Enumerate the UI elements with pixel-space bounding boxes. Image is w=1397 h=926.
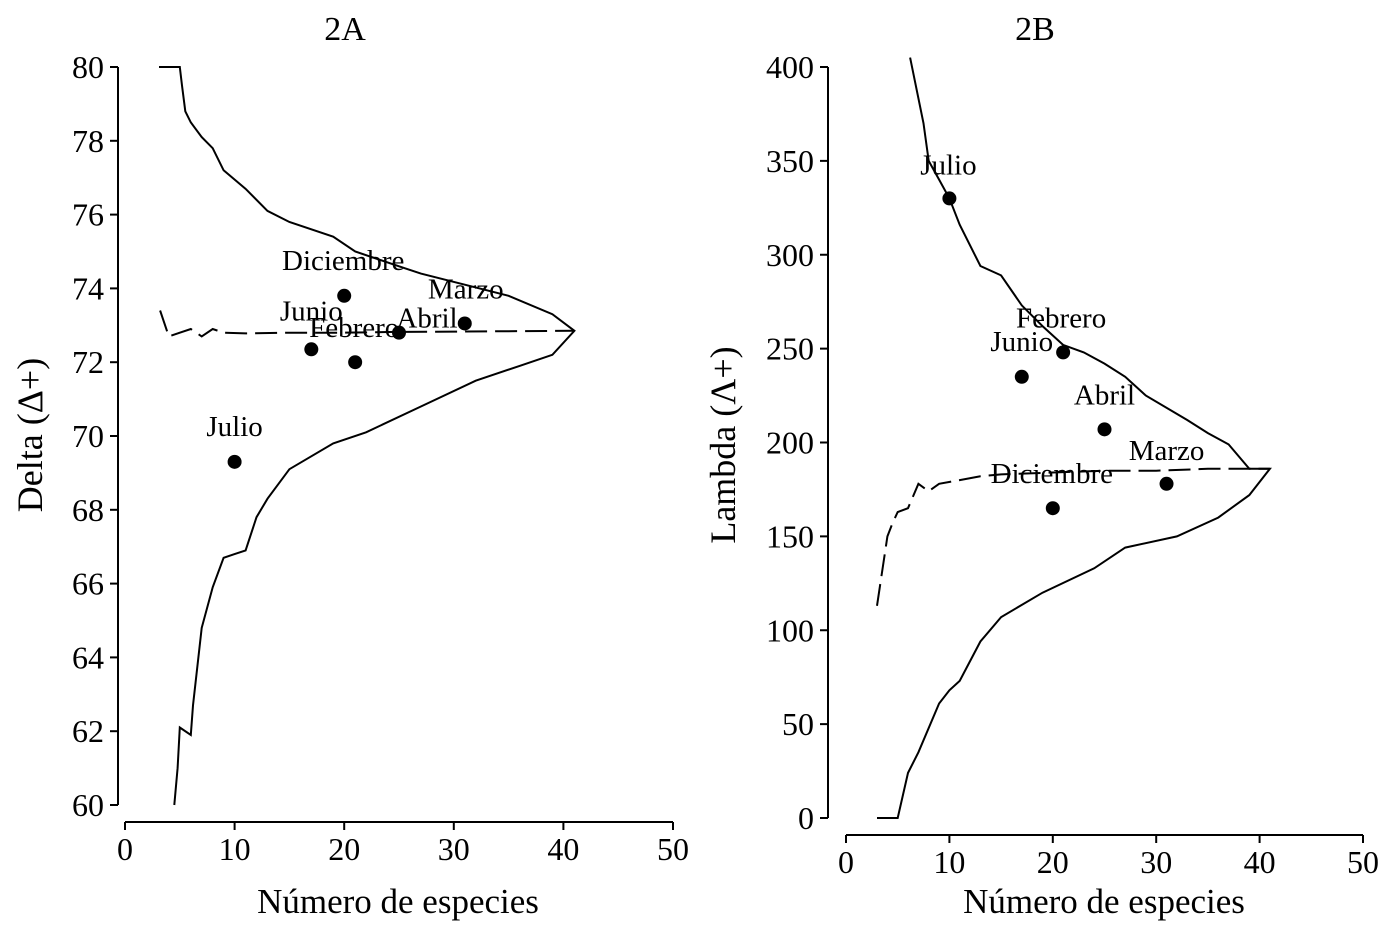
panel-title: 2B	[1015, 11, 1055, 48]
x-tick-label: 0	[838, 844, 854, 880]
y-tick-label: 50	[782, 706, 814, 742]
data-label-diciembre: Diciembre	[991, 458, 1113, 490]
mean-dashed-line	[876, 467, 1270, 606]
x-tick-label: 20	[328, 831, 360, 867]
y-axis-label: Lambda (Λ+)	[703, 346, 743, 543]
data-point-junio	[1014, 369, 1029, 384]
data-label-marzo: Marzo	[1129, 435, 1205, 467]
x-axis-label: Número de especies	[963, 882, 1245, 921]
data-point-julio	[227, 454, 242, 469]
y-tick-label: 62	[72, 713, 104, 749]
x-tick-label: 50	[657, 831, 689, 867]
x-tick-label: 30	[1140, 844, 1172, 880]
y-tick-label: 78	[72, 123, 104, 159]
y-tick-label: 60	[72, 787, 104, 823]
data-point-marzo	[1159, 476, 1174, 491]
data-label-diciembre: Diciembre	[282, 245, 404, 277]
x-tick-label: 20	[1037, 844, 1069, 880]
y-tick-label: 64	[72, 639, 104, 675]
data-label-julio: Julio	[920, 149, 976, 181]
x-tick-label: 40	[1244, 844, 1276, 880]
x-tick-label: 10	[219, 831, 251, 867]
y-axis-label: Delta (Δ+)	[10, 358, 50, 512]
x-tick-label: 30	[438, 831, 470, 867]
y-tick-label: 150	[766, 518, 814, 554]
data-point-abril	[1097, 422, 1112, 437]
y-tick-label: 68	[72, 492, 104, 528]
x-axis-label: Número de especies	[257, 882, 539, 921]
y-tick-label: 72	[72, 344, 104, 380]
data-point-abril	[392, 325, 406, 340]
y-tick-label: 74	[72, 270, 104, 306]
data-point-junio	[304, 342, 319, 357]
panel-2b: 2B Lambda (Λ+) Número de especies 050100…	[703, 11, 1379, 921]
data-label-abril: Abril	[1074, 379, 1135, 411]
data-label-abril: Abril	[396, 303, 457, 335]
probability-funnel-line	[159, 66, 576, 806]
data-point-febrero	[1056, 345, 1071, 360]
data-label-febrero: Febrero	[309, 312, 399, 344]
x-tick-label: 0	[117, 831, 133, 867]
y-tick-label: 300	[766, 237, 814, 273]
y-tick-label: 66	[72, 566, 104, 602]
y-tick-label: 80	[72, 49, 104, 85]
x-tick-label: 40	[547, 831, 579, 867]
x-tick-label: 10	[933, 844, 965, 880]
y-tick-label: 250	[766, 331, 814, 367]
y-tick-label: 400	[766, 49, 814, 85]
data-point-julio	[942, 191, 957, 206]
data-label-marzo: Marzo	[428, 273, 504, 305]
panel-2a: 2A Delta (Δ+) Número de especies 60 62 64 6…	[10, 11, 689, 921]
y-tick-label: 76	[72, 197, 104, 233]
y-tick-label: 350	[766, 143, 814, 179]
y-tick-label: 200	[766, 425, 814, 461]
y-tick-label: 0	[798, 800, 814, 836]
y-tick-label: 70	[72, 418, 104, 454]
data-label-junio: Junio	[280, 295, 343, 327]
data-label-febrero: Febrero	[1016, 302, 1106, 334]
data-point-diciembre	[337, 288, 352, 303]
data-label-julio: Julio	[206, 411, 262, 443]
probability-funnel-line	[877, 57, 1272, 819]
y-tick-label: 100	[766, 612, 814, 648]
data-point-diciembre	[1045, 501, 1060, 516]
panel-title: 2A	[324, 11, 366, 48]
data-label-junio: Junio	[990, 326, 1053, 358]
mean-dashed-line	[159, 310, 575, 338]
data-point-marzo	[457, 316, 472, 331]
data-point-febrero	[348, 355, 363, 370]
x-tick-label: 50	[1347, 844, 1379, 880]
